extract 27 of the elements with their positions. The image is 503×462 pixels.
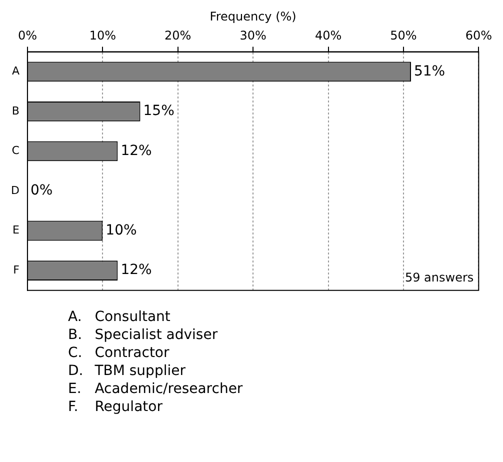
text: B. Specialist adviser [68,326,219,344]
x-tick-label: 20% [164,28,192,43]
x-tick-label: 50% [390,28,417,43]
data-label: 15% [143,103,174,120]
y-tick-label: C [12,144,20,158]
x-tick-label: 30% [240,28,266,43]
data-label: 12% [120,142,152,159]
x-tick-label: 0% [18,28,37,43]
y-tick-label: E [12,224,20,237]
text: E. Academic/researcher [68,380,244,398]
text: C. Contractor [68,344,170,362]
y-tick-label: D [10,184,20,197]
text: D. TBM supplier [68,362,186,380]
y-tick-label: B [12,104,20,118]
data-label: 51% [414,63,446,80]
x-tick-label: 40% [314,28,342,43]
y-tick-label: A [12,64,20,78]
annotation: 59 answers [404,270,474,285]
x-axis-title: Frequency (%) [210,9,296,24]
data-label: 10% [106,222,137,238]
x-tick-label: 10% [89,28,116,43]
data-label: 0% [30,182,53,199]
x-tick-label: 60% [465,28,492,43]
text: A. Consultant [68,308,172,326]
text: F. Regulator [68,398,164,416]
y-tick-label: F [13,263,20,276]
data-label: 12% [120,262,152,278]
